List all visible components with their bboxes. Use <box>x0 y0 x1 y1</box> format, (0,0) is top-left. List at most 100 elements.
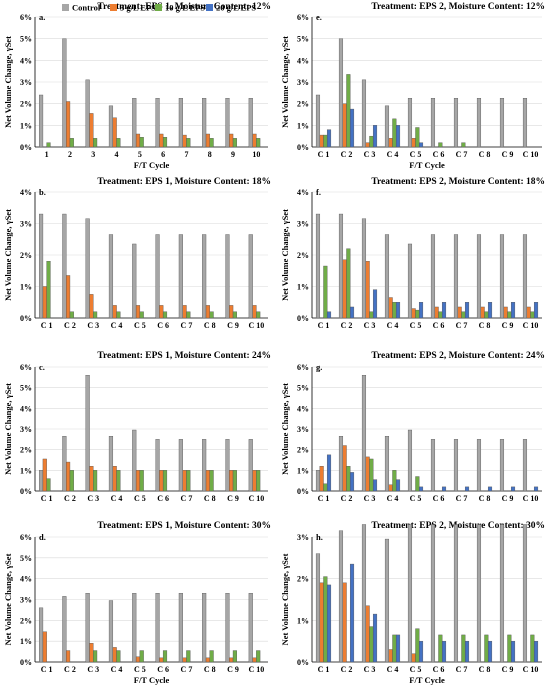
bar <box>349 108 355 148</box>
panel-letter: e. <box>316 12 322 22</box>
bar <box>361 375 367 492</box>
bar <box>407 98 413 148</box>
bar <box>225 98 230 148</box>
bar <box>369 311 374 319</box>
bar <box>38 94 44 148</box>
y-tick-label: 0% <box>20 314 32 323</box>
bar <box>441 302 447 319</box>
bar <box>62 213 67 319</box>
bar <box>202 439 207 492</box>
y-tick-label: 1% <box>297 616 309 625</box>
bar <box>116 311 121 319</box>
bar <box>112 117 117 148</box>
bar <box>384 538 390 663</box>
bar <box>349 472 355 492</box>
bar <box>415 628 420 663</box>
bar <box>361 524 367 663</box>
bar <box>112 305 117 319</box>
bar <box>93 311 98 319</box>
y-tick-label: 6% <box>20 13 32 22</box>
bar <box>438 142 443 148</box>
bar <box>533 302 539 319</box>
bar <box>69 138 74 148</box>
x-tick-label: C 8 <box>479 150 491 159</box>
y-tick-label: 0% <box>20 487 32 496</box>
x-tick-label: C 8 <box>204 321 216 330</box>
x-tick-label: C 7 <box>456 665 468 674</box>
y-tick-label: 0% <box>20 658 32 667</box>
bar <box>384 436 390 492</box>
bar <box>202 593 207 663</box>
y-axis-label: Net Volume Change, γSet <box>280 36 290 128</box>
bar <box>132 243 137 319</box>
bar <box>372 289 378 319</box>
bar <box>407 429 413 492</box>
bar <box>418 486 424 492</box>
bar <box>461 634 466 663</box>
bar <box>112 647 117 663</box>
y-axis-label: Net Volume Change, γSet <box>280 553 290 645</box>
bar <box>178 234 183 319</box>
bar <box>323 265 328 319</box>
bar <box>487 302 493 319</box>
bar <box>464 302 470 319</box>
legend-label-3gl: 3 g/L EPS <box>120 3 156 13</box>
chart-panel-g: Treatment: EPS 2, Moisture Content: 24% … <box>280 351 545 503</box>
y-tick-label: 6% <box>20 533 32 542</box>
bar <box>202 234 207 319</box>
bar <box>315 470 321 492</box>
bar <box>112 466 117 492</box>
bar <box>139 470 144 492</box>
bar <box>453 98 459 148</box>
bar <box>159 133 164 148</box>
y-tick-label: 1% <box>20 466 32 475</box>
bar <box>108 105 114 148</box>
bar <box>323 576 328 663</box>
bar <box>252 470 257 492</box>
y-tick-label: 0% <box>297 143 309 152</box>
bar <box>438 634 443 663</box>
bar <box>93 650 98 663</box>
y-tick-label: 2% <box>297 251 309 260</box>
bar <box>464 486 470 492</box>
bar <box>510 302 516 319</box>
bar <box>510 640 516 663</box>
bar <box>256 138 261 148</box>
bar <box>395 634 401 663</box>
legend-label-control: Control <box>72 3 101 13</box>
bar <box>186 470 191 492</box>
y-tick-label: 2% <box>20 446 32 455</box>
x-tick-label: C 1 <box>41 665 53 674</box>
bar <box>66 461 71 492</box>
x-tick-label: C 1 <box>41 494 53 503</box>
y-axis-label: Net Volume Change, γSet <box>280 209 290 301</box>
chart-title: Treatment: EPS 1, Moisture Content: 12% <box>97 2 271 12</box>
bar <box>69 311 74 319</box>
bar <box>89 466 94 492</box>
x-axis-label: F/T Cycle <box>409 160 445 170</box>
x-tick-label: C 4 <box>111 321 123 330</box>
bar <box>342 445 347 492</box>
bar <box>430 98 436 148</box>
bar <box>510 486 516 492</box>
x-tick-label: C 9 <box>227 494 239 503</box>
bar <box>205 657 210 663</box>
bar <box>178 439 183 492</box>
bar <box>225 439 230 492</box>
y-tick-label: 5% <box>20 554 32 563</box>
bar <box>232 138 237 148</box>
y-tick-label: 5% <box>297 35 309 44</box>
x-tick-label: 2 <box>68 150 72 159</box>
x-tick-label: C 4 <box>387 665 399 674</box>
bar <box>365 142 370 148</box>
bar <box>533 640 539 663</box>
bar <box>499 98 505 148</box>
bar <box>62 436 67 492</box>
bar <box>365 261 370 319</box>
x-tick-label: C 3 <box>87 665 99 674</box>
bar <box>66 101 71 148</box>
bar <box>487 486 493 492</box>
bar <box>395 302 401 319</box>
bar <box>338 38 344 148</box>
